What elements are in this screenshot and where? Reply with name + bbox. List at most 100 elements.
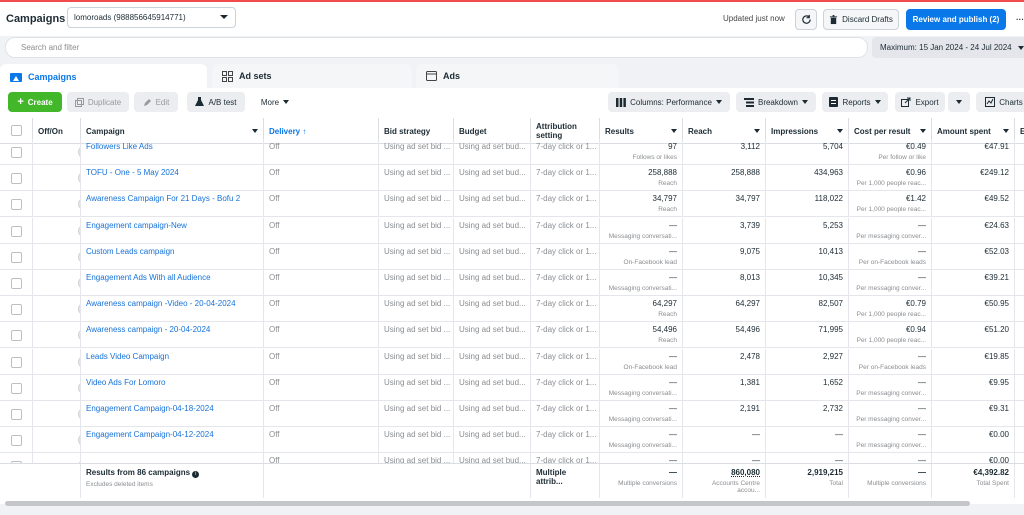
row-checkbox[interactable] [11,330,22,342]
row-checkbox[interactable] [11,225,22,237]
table-row[interactable]: Engagement Campaign-04-12-2024 Off Using a… [0,427,1024,454]
header-extra[interactable]: E [1015,118,1024,144]
amount-spent-cell-value: €24.63 [984,220,1009,230]
refresh-button[interactable] [795,9,817,30]
export-options-dropdown[interactable] [948,92,970,112]
campaign-name-link-value[interactable]: Engagement Campaign-04-18-2024 [86,404,214,413]
breakdown-dropdown[interactable]: Breakdown [736,92,816,112]
row-checkbox[interactable] [11,304,22,316]
header-delivery[interactable]: Delivery ↑ [264,118,379,144]
cost-per-result-cell: — Per on-Facebook leads [849,348,932,375]
account-selector[interactable]: lomoroads (988856645914771) [67,7,236,28]
review-and-publish-button[interactable]: Review and publish (2) [906,9,1006,30]
amount-spent-cell: €52.03 [932,243,1015,270]
charts-button[interactable]: Charts [976,92,1024,112]
row-checkbox[interactable] [11,356,22,368]
header-results[interactable]: Results [600,118,683,144]
table-row[interactable]: Engagement campaign-New Off Using ad set b… [0,217,1024,244]
campaign-name-link-value[interactable]: Awareness campaign -Video - 20-04-2024 [86,299,236,309]
summary-attribution: Multiple attrib... [531,464,600,498]
impressions-cell-value: 1,652 [822,377,843,387]
row-checkbox[interactable] [11,173,22,185]
search-filter-input[interactable]: Search and filter [5,37,868,58]
tab-campaigns[interactable]: Campaigns [0,64,207,90]
horizontal-scrollbar[interactable] [5,501,970,506]
campaign-name-link-value[interactable]: Awareness campaign - 20-04-2024 [86,325,211,335]
table-row[interactable]: Awareness campaign -Video - 20-04-2024 Of… [0,296,1024,323]
amount-spent-cell: €51.20 [932,322,1015,349]
reports-dropdown[interactable]: Reports [822,92,888,112]
ab-test-button[interactable]: A/B test [187,92,245,112]
row-checkbox[interactable] [11,382,22,394]
tab-ads[interactable]: Ads [416,64,619,88]
campaign-name-link-value[interactable]: TOFU - One - 5 May 2024 [86,168,179,178]
table-row[interactable]: Custom Leads campaign Off Using ad set bid… [0,243,1024,270]
campaign-name-link-value[interactable]: Followers Like Ads [86,142,153,151]
header-amount-spent[interactable]: Amount spent [932,118,1015,144]
campaigns-table: Off/On Campaign Delivery ↑ Bid strategy … [0,118,1024,504]
delivery-status: Off [264,401,379,427]
row-checkbox[interactable] [11,251,22,263]
header-campaign[interactable]: Campaign [81,118,264,144]
reports-label: Reports [842,97,871,107]
header-budget[interactable]: Budget [454,118,531,144]
cost-per-result-cell-value: — [918,404,926,413]
results-cell-value: 64,297 [652,299,677,309]
results-cell-value: — [669,377,677,387]
more-options-icon[interactable]: ··· [1016,15,1024,24]
delivery-status: Off [264,191,379,218]
table-row[interactable]: Video Ads For Lomoro Off Using ad set bid … [0,374,1024,401]
header-attribution[interactable]: Attribution setting [531,118,600,144]
table-row[interactable]: Leads Video Campaign Off Using ad set bid … [0,348,1024,375]
select-all-checkbox[interactable] [11,125,22,136]
more-dropdown[interactable]: More [252,92,298,112]
caret-down-icon [715,100,722,104]
table-row[interactable]: TOFU - One - 5 May 2024 Off Using ad set b… [0,165,1024,192]
columns-dropdown[interactable]: Columns: Performance [608,92,730,112]
row-checkbox[interactable] [11,435,22,447]
results-cell-value: 34,797 [652,194,677,204]
table-row[interactable]: Engagement Ads With all Audience Off Using… [0,270,1024,296]
bid-strategy-cell: Using ad set bid ... [379,296,454,323]
refresh-icon [801,14,811,24]
edit-button[interactable]: Edit [134,92,178,112]
table-row[interactable]: Awareness campaign - 20-04-2024 Off Using … [0,322,1024,349]
table-row[interactable]: Engagement Campaign-04-18-2024 Off Using a… [0,401,1024,427]
row-checkbox[interactable] [11,409,22,420]
campaign-name-link-value[interactable]: Video Ads For Lomoro [86,377,166,387]
delivery-status-value: Off [269,325,280,335]
header-impressions[interactable]: Impressions [766,118,849,144]
campaign-name-link-value[interactable]: Engagement Campaign-04-12-2024 [86,430,214,440]
create-button[interactable]: + Create [8,92,62,112]
select-all-cell [0,118,33,144]
campaign-name-link-value[interactable]: Engagement campaign-New [86,220,187,230]
amount-spent-cell: €49.52 [932,191,1015,218]
results-cell: — Messaging conversati... [600,217,683,244]
results-cell: 97 Follows or likes [600,139,683,165]
header-cost-per-result[interactable]: Cost per result [849,118,932,144]
header-bid-strategy[interactable]: Bid strategy [379,118,454,144]
row-checkbox[interactable] [11,147,22,158]
campaign-name-link-value[interactable]: Custom Leads campaign [86,246,175,256]
discard-drafts-button[interactable]: Discard Drafts [823,9,899,30]
budget-cell: Using ad set bud... [454,427,531,454]
impressions-cell-value: 118,022 [814,194,843,204]
table-header: Off/On Campaign Delivery ↑ Bid strategy … [0,118,1024,144]
header-off-on[interactable]: Off/On [33,118,81,144]
duplicate-button[interactable]: Duplicate [67,92,129,112]
export-button[interactable]: Export [895,92,945,112]
date-range-picker[interactable]: Maximum: 15 Jan 2024 - 24 Jul 2024 [872,37,1024,58]
info-icon[interactable]: i [192,471,200,478]
row-checkbox[interactable] [11,199,22,211]
table-row[interactable]: Awareness Campaign For 21 Days - Bofu 2 O… [0,191,1024,218]
campaign-name-link-value[interactable]: Awareness Campaign For 21 Days - Bofu 2 [86,194,241,204]
trash-icon [830,14,838,24]
bid-strategy-cell: Using ad set bid ... [379,348,454,375]
tab-ad-sets[interactable]: Ad sets [212,64,412,88]
campaign-name-link-value[interactable]: Leads Video Campaign [86,351,170,361]
table-row[interactable]: Followers Like Ads Off Using ad set bid ..… [0,139,1024,165]
caret-down-icon [1003,129,1009,133]
header-reach[interactable]: Reach [683,118,766,144]
row-checkbox[interactable] [11,278,22,289]
campaign-name-link-value[interactable]: Engagement Ads With all Audience [86,273,211,282]
